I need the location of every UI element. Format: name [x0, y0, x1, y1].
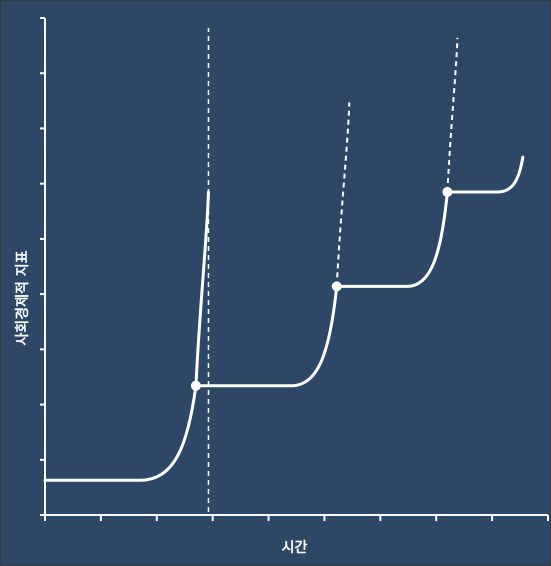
transition-points [190, 186, 453, 391]
transition-point [442, 186, 453, 197]
x-axis-label: 시간 [281, 540, 308, 556]
y-axis-label: 사회경제적 지표 [15, 250, 31, 346]
growth-curve-segment [445, 155, 525, 194]
transition-point [190, 380, 201, 391]
growth-curve-segment [194, 284, 339, 388]
growth-curve-segment [43, 190, 210, 482]
growth-curves [43, 155, 525, 482]
growth-curve-segment [335, 190, 449, 288]
transition-point [331, 281, 342, 292]
projected-curve-dashed [446, 37, 459, 192]
axes [40, 17, 549, 521]
transition-guides [207, 27, 459, 515]
projected-curve-dashed [335, 102, 351, 287]
